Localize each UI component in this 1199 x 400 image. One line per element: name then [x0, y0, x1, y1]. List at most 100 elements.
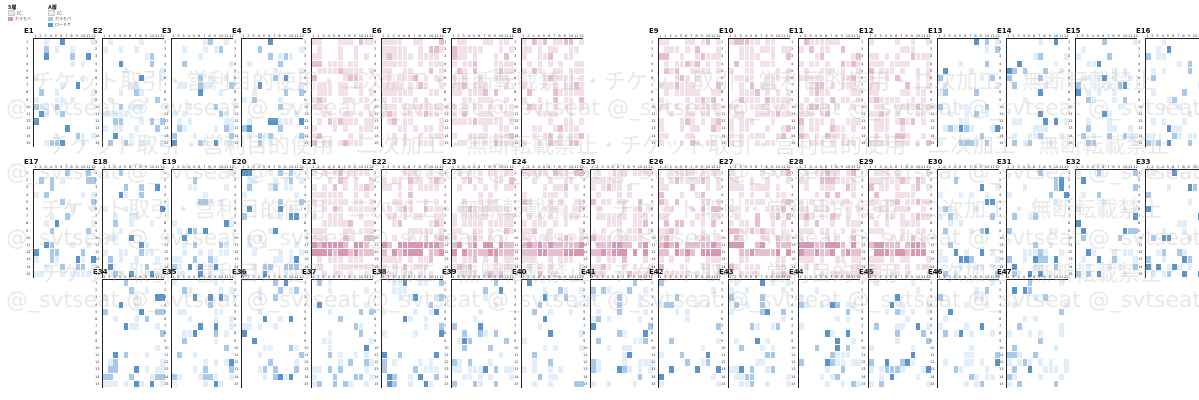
column-number: 7	[969, 275, 972, 279]
column-number: 9	[632, 165, 635, 169]
seat-cell	[1033, 316, 1038, 323]
seat-cell	[113, 359, 118, 366]
seat-cell	[786, 111, 791, 118]
seat-cell	[825, 191, 830, 198]
seat-cell	[964, 352, 969, 359]
row-number: 14	[26, 133, 31, 138]
seat-cell	[979, 132, 985, 139]
row-number: 4	[514, 61, 517, 66]
seat-cell	[103, 373, 108, 380]
seat-cell	[856, 270, 861, 278]
grid-axis	[937, 39, 938, 147]
row-number: 1	[304, 40, 307, 44]
seat-cell	[428, 242, 434, 249]
seat-cell	[734, 280, 739, 287]
seat-cell	[799, 213, 804, 220]
seat-cell	[364, 227, 369, 234]
seat-cell	[522, 170, 527, 177]
seat-cell	[799, 249, 804, 256]
seat-cell	[674, 249, 680, 256]
seat-cell	[182, 111, 187, 118]
seat-cell	[213, 280, 219, 287]
column-number: 1	[799, 34, 802, 38]
seat-cell	[705, 263, 711, 270]
seat-cell	[729, 184, 734, 191]
row-number: 15	[26, 140, 31, 145]
column-number: 3	[1017, 165, 1020, 169]
column-number: 3	[322, 34, 325, 38]
seat-cell	[749, 96, 755, 103]
seat-cell	[1053, 184, 1059, 191]
seat-cell	[611, 220, 617, 227]
column-number: 3	[392, 34, 395, 38]
seat-cell	[579, 270, 584, 278]
seat-cell	[537, 67, 543, 75]
row-number: 6	[999, 207, 1002, 211]
seat-cell	[869, 227, 874, 234]
row-number: 7	[791, 214, 794, 219]
column-number: 4	[1022, 165, 1025, 169]
seat-cell	[889, 198, 895, 206]
seat-cell	[1122, 206, 1128, 213]
seat-cell	[134, 301, 139, 308]
seat-cell	[574, 198, 579, 206]
block-label: E22	[372, 158, 387, 166]
grid-axis	[868, 169, 931, 170]
seat-cell	[397, 206, 403, 213]
block-label: E2	[93, 27, 103, 35]
row-number: 3	[930, 54, 933, 59]
seat-cell	[617, 191, 622, 198]
seat-cell	[478, 103, 483, 111]
seat-cell	[278, 53, 283, 60]
seat-cell	[1064, 301, 1069, 308]
seat-cell	[568, 82, 574, 89]
seat-cell	[149, 380, 155, 388]
row-number: 5	[721, 199, 724, 204]
row-number: 15	[721, 381, 726, 386]
seat-cell	[387, 256, 392, 263]
seat-cell	[387, 75, 392, 82]
grid-axis	[1145, 170, 1146, 278]
row-number: 10	[514, 235, 519, 240]
seat-cell	[1064, 359, 1069, 366]
seat-cell	[568, 96, 574, 103]
seat-cell	[54, 132, 60, 139]
column-number: 12	[439, 275, 444, 279]
seat-cell	[462, 337, 467, 344]
column-number: 3	[252, 275, 255, 279]
seat-cell	[579, 170, 584, 177]
seat-cell	[348, 206, 353, 213]
column-number: 2	[317, 165, 320, 169]
seat-cell	[809, 46, 814, 53]
seat-cell	[775, 111, 781, 118]
column-number: 10	[1192, 34, 1198, 38]
seat-cell	[439, 294, 444, 301]
seat-cell	[958, 118, 964, 125]
seat-cell	[548, 177, 553, 184]
seat-cell	[472, 242, 478, 249]
row-number: 7	[95, 214, 98, 219]
row-number: 14	[583, 374, 588, 379]
row-number: 2	[791, 47, 794, 52]
seat-cell	[139, 89, 144, 96]
seat-cell	[187, 263, 193, 270]
seat-cell	[504, 227, 509, 234]
seat-cell	[532, 132, 537, 139]
seat-cell	[203, 227, 208, 234]
seat-cell	[1053, 198, 1059, 206]
seat-cell	[579, 330, 584, 337]
seat-cell	[874, 206, 879, 213]
row-number: 6	[791, 76, 794, 80]
seat-cell	[428, 249, 434, 256]
seat-cell	[229, 139, 234, 147]
seat-cell	[229, 170, 234, 177]
column-number: 1	[869, 275, 872, 279]
seat-cell	[317, 96, 322, 103]
seat-cell	[118, 170, 124, 177]
seat-cell	[900, 308, 905, 316]
seat-cell	[452, 111, 457, 118]
seat-cell	[915, 323, 921, 330]
row-number: 5	[164, 68, 167, 73]
seat-cell	[749, 46, 755, 53]
seat-cell	[472, 132, 478, 139]
